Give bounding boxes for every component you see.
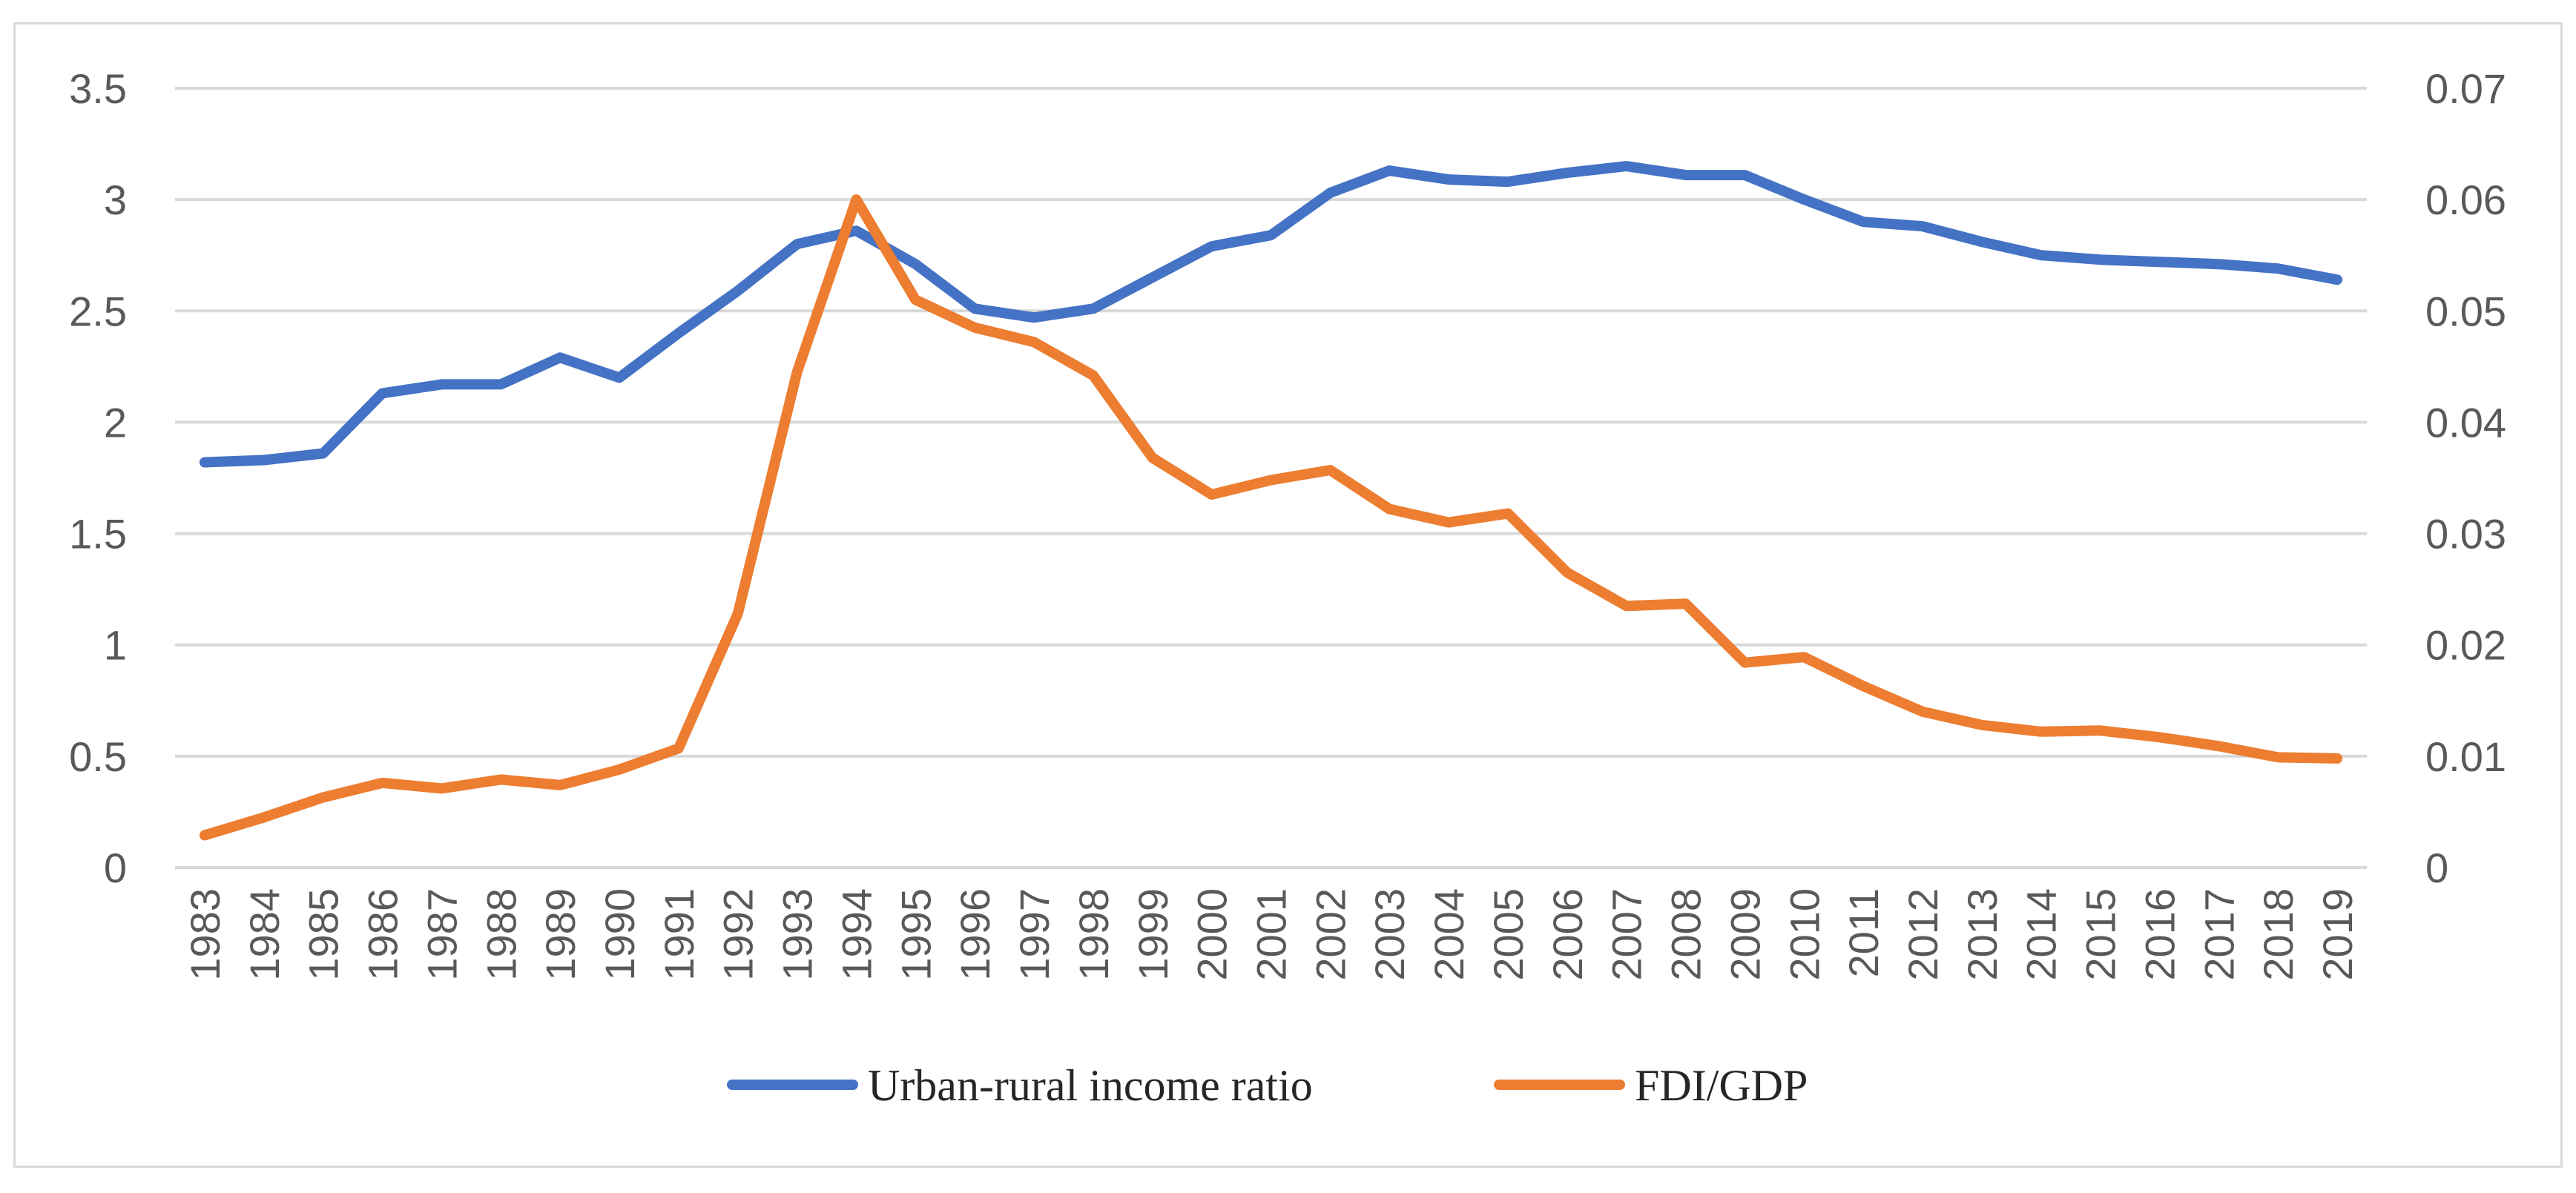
x-tick-label: 1991 <box>656 888 702 981</box>
x-tick-label: 2012 <box>1900 888 1946 981</box>
x-tick-label: 2014 <box>2018 888 2065 981</box>
y-axis-left: 0 0.5 1 1.5 2 2.5 3 3.5 <box>69 65 127 891</box>
x-tick-label: 2008 <box>1663 888 1710 981</box>
x-tick-label: 1999 <box>1130 888 1176 981</box>
y-right-tick-label: 0.02 <box>2425 622 2506 669</box>
y-left-tick-label: 0.5 <box>69 733 127 780</box>
x-tick-label: 2003 <box>1366 888 1413 981</box>
x-tick-label: 1998 <box>1070 888 1117 981</box>
x-tick-label: 1985 <box>300 888 347 981</box>
x-tick-label: 1989 <box>537 888 584 981</box>
x-tick-label: 2010 <box>1781 888 1828 981</box>
y-left-tick-label: 3.5 <box>69 65 127 112</box>
x-tick-label: 1995 <box>892 888 939 981</box>
x-tick-label: 2007 <box>1604 888 1650 981</box>
y-right-tick-label: 0.03 <box>2425 511 2506 558</box>
legend: Urban-rural income ratio FDI/GDP <box>727 1061 1808 1110</box>
x-tick-label: 1988 <box>478 888 524 981</box>
series-lines <box>199 161 2343 841</box>
y-left-tick-label: 0 <box>104 845 127 891</box>
y-right-tick-label: 0.01 <box>2425 733 2506 780</box>
y-axis-right: 0 0.01 0.02 0.03 0.04 0.05 0.06 0.07 <box>2425 65 2506 891</box>
x-tick-label: 1983 <box>182 888 228 981</box>
y-right-tick-label: 0 <box>2425 845 2448 891</box>
x-tick-label: 2015 <box>2078 888 2124 981</box>
x-tick-label: 1984 <box>241 888 288 981</box>
x-tick-label: 2005 <box>1485 888 1532 981</box>
chart-svg: 0 0.5 1 1.5 2 2.5 3 3.5 0 0.01 0.02 0.03 0.04 0.05 0.… <box>69 65 2506 1110</box>
x-tick-label: 1987 <box>418 888 465 981</box>
x-tick-label: 2001 <box>1248 888 1295 981</box>
y-right-tick-label: 0.06 <box>2425 176 2506 223</box>
y-left-tick-label: 1 <box>104 622 127 669</box>
y-left-tick-label: 2 <box>104 399 127 446</box>
legend-label: Urban-rural income ratio <box>868 1061 1313 1110</box>
x-tick-label: 2013 <box>1959 888 2006 981</box>
x-tick-label: 2009 <box>1722 888 1768 981</box>
series-line-fdi-gdp <box>199 194 2343 841</box>
x-tick-label: 1992 <box>715 888 762 981</box>
x-tick-label: 1986 <box>360 888 406 981</box>
x-axis: 1983 1984 1985 1986 1987 1988 1989 1990 1991 1992… <box>182 888 2361 981</box>
x-tick-label: 1993 <box>774 888 821 981</box>
x-tick-label: 2019 <box>2314 888 2361 981</box>
x-tick-label: 2017 <box>2195 888 2242 981</box>
y-left-tick-label: 3 <box>104 176 127 223</box>
y-right-tick-label: 0.04 <box>2425 399 2506 446</box>
x-tick-label: 1996 <box>952 888 998 981</box>
x-tick-label: 1990 <box>596 888 643 981</box>
y-right-tick-label: 0.07 <box>2425 65 2506 112</box>
x-tick-label: 2006 <box>1544 888 1591 981</box>
y-left-tick-label: 2.5 <box>69 288 127 334</box>
y-left-tick-label: 1.5 <box>69 511 127 558</box>
x-tick-label: 2004 <box>1426 888 1472 981</box>
x-tick-label: 2016 <box>2136 888 2183 981</box>
x-tick-label: 2011 <box>1840 888 1887 977</box>
chart-frame: 0 0.5 1 1.5 2 2.5 3 3.5 0 0.01 0.02 0.03 0.04 0.05 0.… <box>13 22 2563 1168</box>
x-tick-label: 2002 <box>1307 888 1354 981</box>
series-line-urban-rural-income-ratio <box>199 161 2343 468</box>
x-tick-label: 1997 <box>1011 888 1058 981</box>
x-tick-label: 2000 <box>1189 888 1236 981</box>
gridlines <box>175 87 2367 869</box>
x-tick-label: 2018 <box>2255 888 2302 981</box>
x-tick-label: 1994 <box>833 888 880 981</box>
legend-label: FDI/GDP <box>1635 1061 1808 1110</box>
y-right-tick-label: 0.05 <box>2425 288 2506 334</box>
